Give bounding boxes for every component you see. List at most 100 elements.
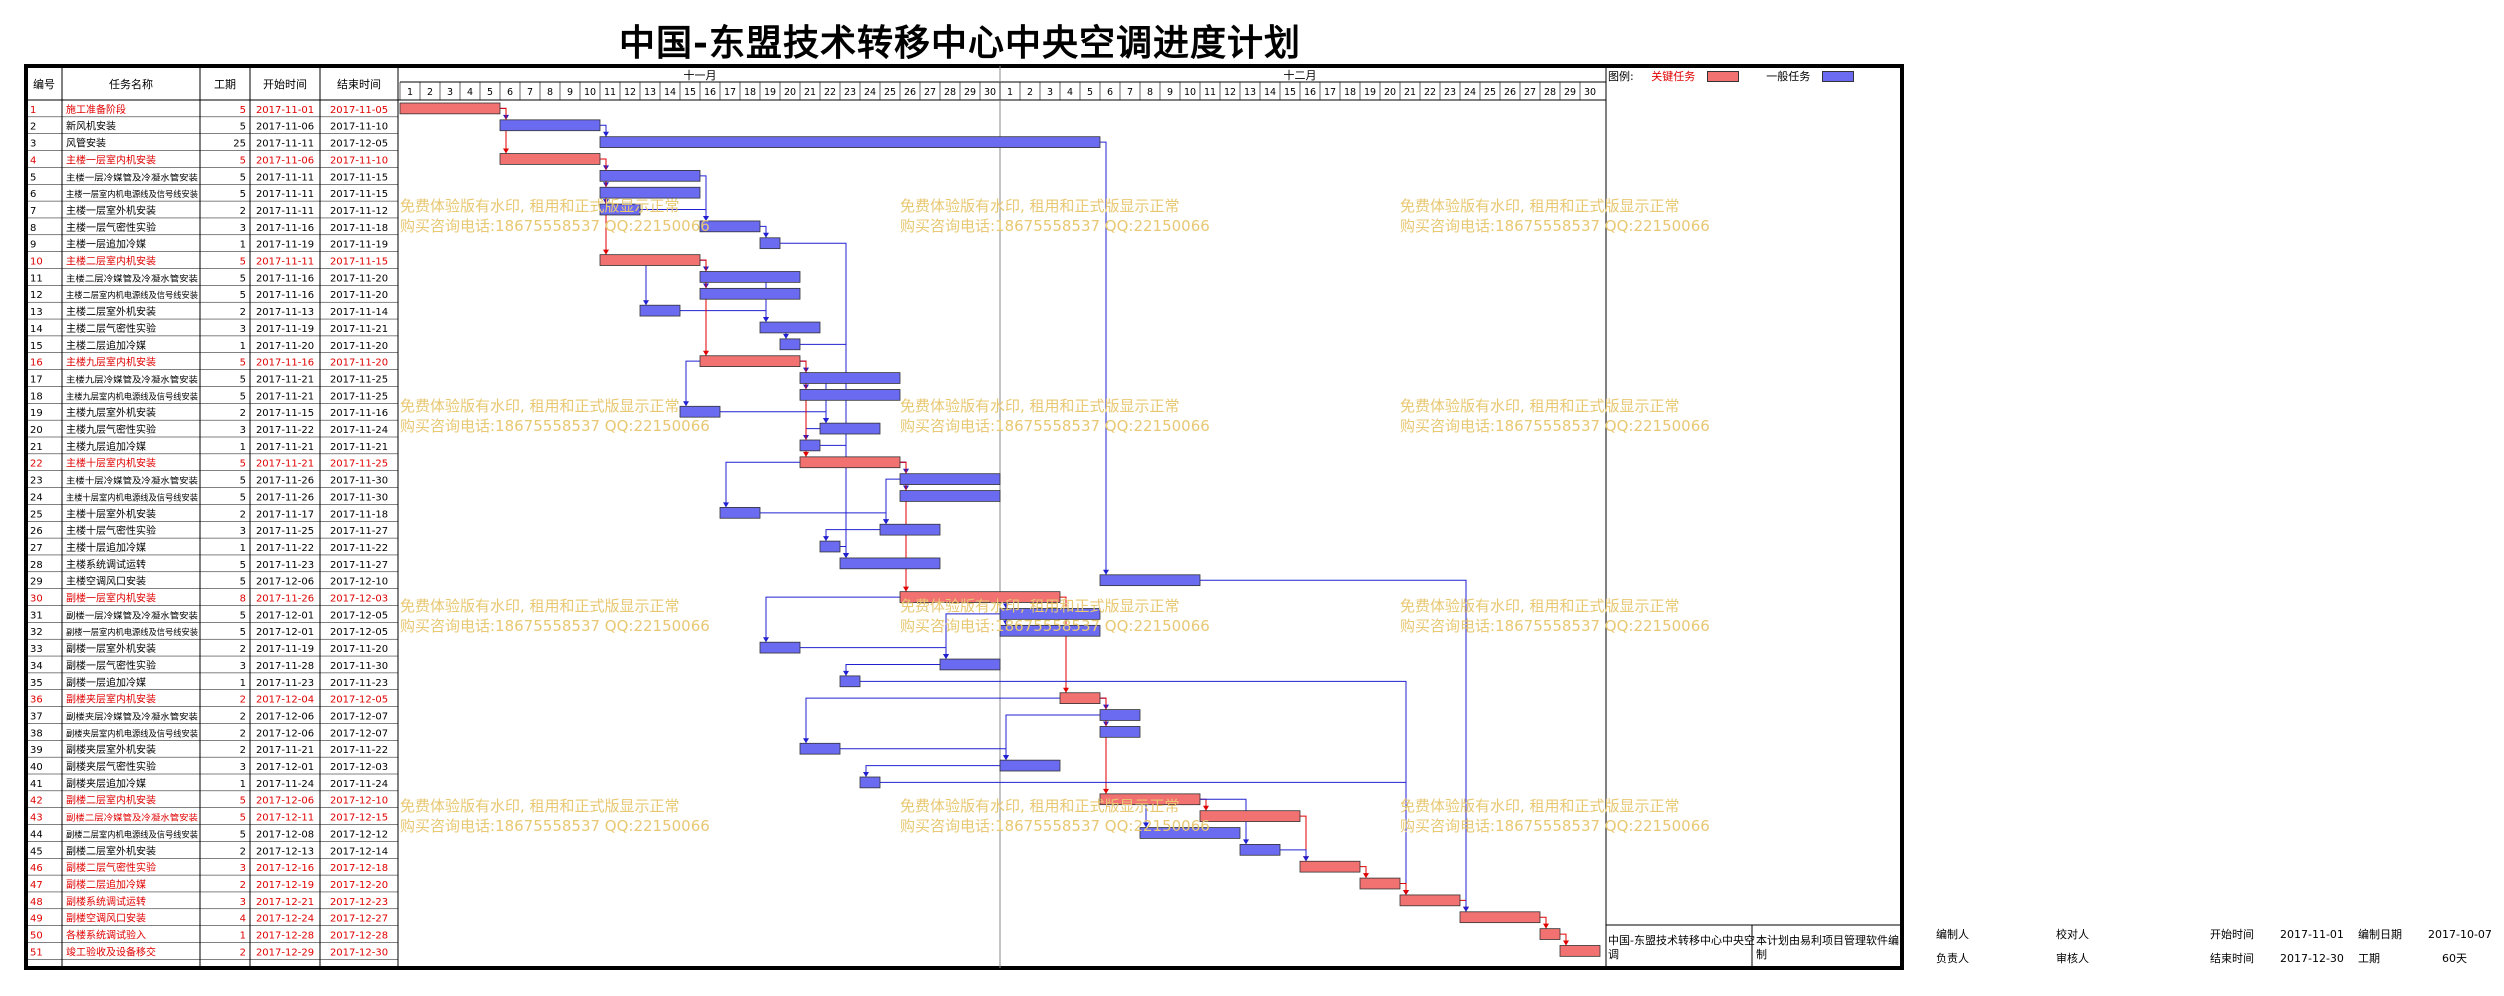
task-start: 2017-12-24 bbox=[256, 914, 314, 925]
task-duration: 1 bbox=[240, 678, 246, 689]
legend-normal-swatch bbox=[1821, 70, 1854, 82]
task-name: 竣工验收及设备移交 bbox=[66, 945, 156, 958]
watermark-line: 免费体验版有水印, 租用和正式版显示正常 bbox=[400, 197, 680, 215]
page-title: 中国-东盟技术转移中心中央空调进度计划 bbox=[619, 22, 1301, 64]
critical-task-bar bbox=[899, 591, 1061, 603]
dependency-arrow bbox=[1103, 569, 1109, 575]
day-number-label: 22 bbox=[824, 87, 836, 98]
task-name: 副楼二层室外机安装 bbox=[66, 844, 156, 857]
task-no: 3 bbox=[30, 139, 36, 150]
day-number-label: 2 bbox=[1027, 87, 1033, 98]
day-number-label: 1 bbox=[1007, 87, 1013, 98]
task-duration: 5 bbox=[240, 257, 246, 268]
watermark: 免费体验版有水印, 租用和正式版显示正常 购买咨询电话:18675558537 Q… bbox=[400, 396, 710, 436]
task-no: 41 bbox=[30, 779, 43, 790]
task-name: 副楼二层室内机安装 bbox=[66, 794, 156, 807]
critical-task-bar bbox=[1059, 692, 1101, 705]
task-duration: 5 bbox=[240, 459, 246, 470]
watermark-line: 购买咨询电话:18675558537 QQ:22150066 bbox=[400, 417, 710, 435]
owner-label: 负责人 bbox=[1936, 952, 1969, 965]
day-number-label: 27 bbox=[924, 87, 936, 98]
task-end: 2017-11-20 bbox=[330, 341, 388, 352]
task-name: 主楼十层追加冷媒 bbox=[66, 541, 146, 554]
dependency-arrow bbox=[1563, 940, 1569, 946]
task-name: 副楼一层气密性实验 bbox=[66, 659, 156, 672]
task-duration: 2 bbox=[240, 509, 246, 520]
task-no: 11 bbox=[30, 273, 43, 284]
task-start: 2017-12-01 bbox=[256, 762, 314, 773]
task-no: 19 bbox=[30, 408, 43, 419]
task-name: 主楼九层气密性实验 bbox=[66, 423, 156, 436]
task-name: 副楼一层室外机安装 bbox=[66, 642, 156, 655]
task-name: 副楼夹层追加冷媒 bbox=[66, 777, 146, 790]
task-duration: 2 bbox=[240, 880, 246, 891]
watermark-line: 免费体验版有水印, 租用和正式版显示正常 bbox=[400, 797, 680, 815]
task-start: 2017-11-21 bbox=[256, 391, 314, 402]
task-start: 2017-12-08 bbox=[256, 829, 314, 840]
task-end: 2017-11-30 bbox=[330, 492, 388, 503]
compiler-label: 编制人 bbox=[1936, 928, 1969, 941]
watermark: 免费体验版有水印, 租用和正式版显示正常 购买咨询电话:18675558537 Q… bbox=[400, 596, 710, 636]
task-start: 2017-11-22 bbox=[256, 543, 314, 554]
dependency-link bbox=[500, 107, 507, 154]
dependency-arrow bbox=[1003, 755, 1009, 761]
task-duration: 2 bbox=[240, 745, 246, 756]
task-start: 2017-11-19 bbox=[256, 324, 314, 335]
task-start: 2017-11-24 bbox=[256, 779, 314, 790]
task-name: 主楼九层室内机安装 bbox=[66, 356, 156, 369]
task-name: 副楼二层气密性实验 bbox=[66, 861, 156, 874]
task-no: 16 bbox=[30, 358, 43, 369]
task-duration: 1 bbox=[240, 240, 246, 251]
day-number-label: 13 bbox=[1244, 87, 1256, 98]
day-number-label: 17 bbox=[724, 87, 736, 98]
dependency-arrow bbox=[803, 451, 809, 457]
dependency-arrow bbox=[1063, 687, 1069, 693]
dependency-arrow bbox=[1463, 906, 1469, 912]
task-end: 2017-11-20 bbox=[330, 290, 388, 301]
watermark: 免费体验版有水印, 租用和正式版显示正常 购买咨询电话:18675558537 Q… bbox=[1400, 396, 1710, 436]
task-end: 2017-12-18 bbox=[330, 863, 388, 874]
watermark: 免费体验版有水印, 租用和正式版显示正常 购买咨询电话:18675558537 Q… bbox=[400, 196, 710, 236]
watermark: 免费体验版有水印, 租用和正式版显示正常 购买咨询电话:18675558537 Q… bbox=[400, 796, 710, 836]
task-name: 副楼二层室内机电源线及信号线安装 bbox=[66, 829, 198, 840]
day-number-label: 6 bbox=[507, 87, 513, 98]
task-name: 副楼空调风口安装 bbox=[66, 912, 146, 925]
task-bar bbox=[1139, 827, 1241, 839]
task-duration: 1 bbox=[240, 931, 246, 942]
watermark-line: 购买咨询电话:18675558537 QQ:22150066 bbox=[1400, 417, 1710, 435]
task-name: 主楼系统调试运转 bbox=[66, 558, 146, 571]
project-name: 中国-东盟技术转移中心中央空调 bbox=[1608, 934, 1755, 961]
task-bar bbox=[779, 338, 801, 351]
day-number-label: 2 bbox=[427, 87, 433, 98]
task-end: 2017-11-15 bbox=[330, 172, 388, 183]
task-name: 风管安装 bbox=[66, 137, 106, 150]
watermark: 免费体验版有水印, 租用和正式版显示正常 购买咨询电话:18675558537 Q… bbox=[900, 396, 1210, 436]
day-number-label: 11 bbox=[604, 87, 616, 98]
task-no: 36 bbox=[30, 695, 43, 706]
day-number-label: 20 bbox=[1384, 87, 1396, 98]
watermark: 免费体验版有水印, 租用和正式版显示正常 购买咨询电话:18675558537 Q… bbox=[900, 796, 1210, 836]
dependency-link bbox=[700, 259, 707, 356]
task-no: 6 bbox=[30, 189, 36, 200]
watermark-line: 购买咨询电话:18675558537 QQ:22150066 bbox=[1400, 617, 1710, 635]
task-duration: 1 bbox=[240, 442, 246, 453]
task-name: 主楼一层冷媒管及冷凝水管安装 bbox=[66, 172, 199, 183]
task-name: 主楼二层室内机安装 bbox=[66, 255, 156, 268]
dependency-arrow bbox=[683, 401, 689, 407]
task-start: 2017-12-06 bbox=[256, 796, 314, 807]
dependency-link bbox=[700, 175, 707, 221]
day-number-label: 4 bbox=[467, 87, 473, 98]
task-duration: 3 bbox=[240, 762, 246, 773]
day-number-label: 17 bbox=[1324, 87, 1336, 98]
day-number-label: 9 bbox=[1167, 87, 1173, 98]
task-name: 主楼一层室内机电源线及信号线安装 bbox=[66, 189, 198, 200]
task-name: 主楼二层室内机电源线及信号线安装 bbox=[66, 290, 198, 301]
day-number-label: 6 bbox=[1107, 87, 1113, 98]
task-duration: 2 bbox=[240, 307, 246, 318]
task-bar bbox=[799, 372, 901, 384]
task-start: 2017-11-11 bbox=[256, 139, 314, 150]
watermark-line: 免费体验版有水印, 租用和正式版显示正常 bbox=[900, 797, 1180, 815]
task-duration: 2 bbox=[240, 644, 246, 655]
dependency-link bbox=[1200, 798, 1247, 845]
task-name: 副楼夹层室内机安装 bbox=[66, 693, 156, 706]
